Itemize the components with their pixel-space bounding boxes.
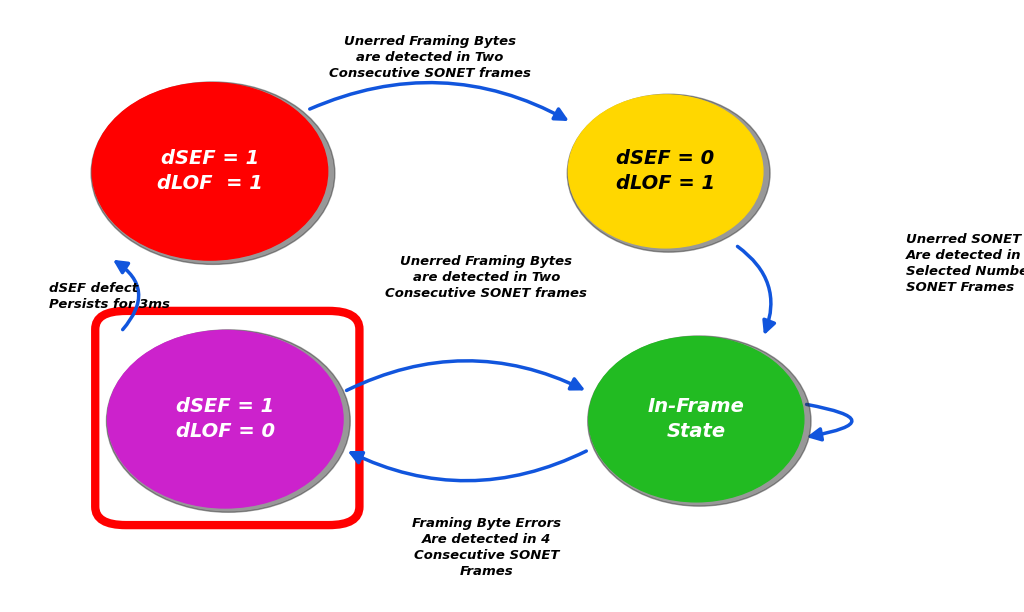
Ellipse shape: [568, 95, 763, 248]
Ellipse shape: [589, 337, 804, 502]
Text: In-Frame
State: In-Frame State: [648, 397, 744, 441]
Text: dSEF = 1
dLOF = 0: dSEF = 1 dLOF = 0: [176, 397, 274, 441]
Ellipse shape: [106, 330, 350, 512]
Text: Framing Byte Errors
Are detected in 4
Consecutive SONET
Frames: Framing Byte Errors Are detected in 4 Co…: [412, 517, 561, 578]
Ellipse shape: [91, 82, 335, 264]
Text: dSEF = 1
dLOF  = 1: dSEF = 1 dLOF = 1: [157, 149, 263, 193]
Text: Unerred Framing Bytes
are detected in Two
Consecutive SONET frames: Unerred Framing Bytes are detected in Tw…: [329, 34, 531, 80]
Text: Unerred SONET frames
Are detected in a User
Selected Number of
SONET Frames: Unerred SONET frames Are detected in a U…: [906, 233, 1024, 294]
Text: dSEF = 0
dLOF = 1: dSEF = 0 dLOF = 1: [616, 149, 715, 193]
FancyArrowPatch shape: [807, 405, 852, 440]
Ellipse shape: [567, 94, 770, 252]
Ellipse shape: [588, 336, 811, 506]
Ellipse shape: [92, 83, 328, 260]
Text: dSEF defect
Persists for 3ms: dSEF defect Persists for 3ms: [49, 282, 170, 312]
Ellipse shape: [108, 330, 343, 508]
Text: Unerred Framing Bytes
are detected in Two
Consecutive SONET frames: Unerred Framing Bytes are detected in Tw…: [385, 255, 588, 300]
